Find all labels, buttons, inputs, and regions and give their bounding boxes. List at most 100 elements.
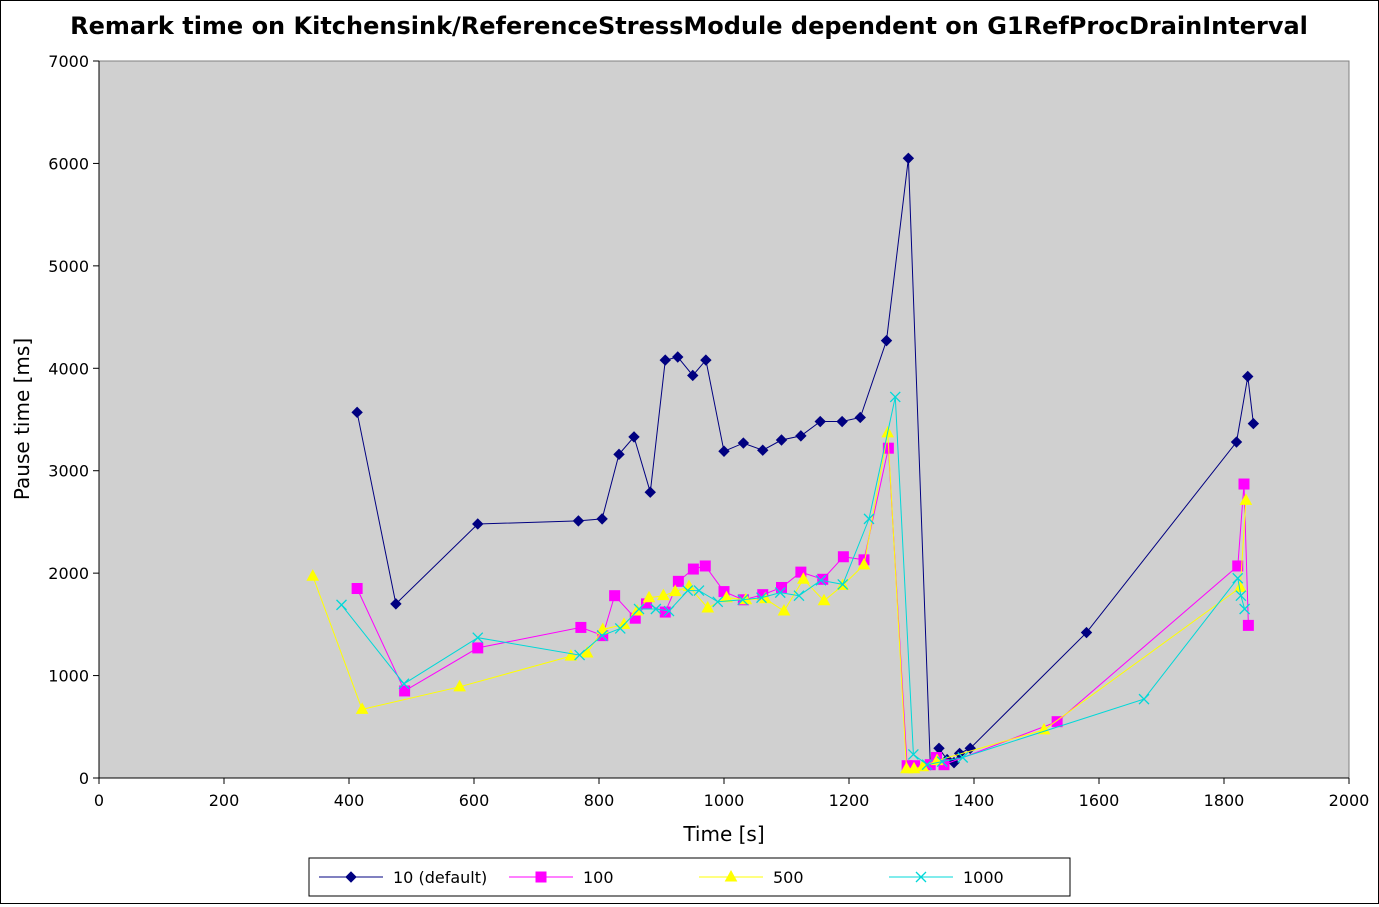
- data-point: [398, 678, 410, 690]
- x-tick-label: 1000: [704, 791, 745, 810]
- data-point: [1235, 590, 1247, 602]
- data-point: [644, 486, 656, 498]
- data-point: [572, 515, 585, 527]
- legend-marker: [345, 871, 357, 883]
- data-point: [682, 585, 694, 597]
- y-axis-title: Pause time [ms]: [10, 338, 34, 500]
- data-point: [351, 406, 363, 419]
- x-axis-title: Time [s]: [682, 822, 764, 846]
- x-tick-label: 1800: [1204, 791, 1245, 810]
- legend-box: [308, 857, 1071, 897]
- data-point: [306, 569, 320, 581]
- data-point: [1239, 603, 1251, 615]
- data-point: [472, 632, 484, 644]
- data-point: [650, 603, 662, 615]
- data-point: [1242, 370, 1254, 383]
- y-tick-label: 0: [79, 769, 89, 788]
- data-point: [815, 574, 827, 586]
- data-point: [1232, 560, 1244, 572]
- x-tick-label: 600: [459, 791, 490, 810]
- data-point: [857, 557, 871, 570]
- data-point: [907, 761, 921, 774]
- data-point: [633, 603, 645, 615]
- data-point: [775, 434, 788, 446]
- legend-marker: [915, 871, 927, 883]
- data-point: [737, 437, 750, 449]
- data-point: [854, 411, 866, 424]
- data-point: [889, 391, 901, 403]
- axis-layer: 0 200 400 600 800 1000 1200 1400 1600 1800 2000 0 10…: [48, 52, 1369, 810]
- data-point: [472, 518, 484, 530]
- plot-area: [98, 60, 1350, 779]
- legend-marker: [724, 869, 738, 882]
- x-tick-label: 0: [94, 791, 104, 810]
- data-point: [672, 351, 684, 363]
- data-point: [657, 588, 670, 601]
- legend-label: 100: [583, 868, 614, 887]
- y-tick-label: 5000: [48, 257, 89, 276]
- legend-marker: [535, 871, 547, 883]
- x-tick-label: 200: [209, 791, 240, 810]
- data-point: [596, 513, 608, 525]
- data-point: [390, 598, 402, 610]
- data-point: [575, 621, 587, 633]
- legend: 10 (default) 100 500 1000: [319, 868, 1004, 887]
- y-tick-label: 4000: [48, 359, 89, 378]
- data-point: [659, 354, 671, 366]
- data-point: [777, 604, 791, 616]
- data-point: [1247, 417, 1260, 430]
- data-point: [701, 600, 715, 613]
- data-point: [700, 354, 712, 366]
- data-point: [900, 761, 913, 774]
- y-tick-label: 3000: [48, 462, 89, 481]
- data-point: [756, 592, 767, 604]
- data-point: [837, 578, 849, 590]
- data-point: [902, 152, 915, 165]
- data-point: [957, 752, 969, 763]
- legend-item: 1000: [889, 868, 1004, 887]
- data-point: [613, 448, 625, 461]
- data-point: [720, 590, 733, 603]
- legend-label: 1000: [963, 868, 1004, 887]
- series-layer: [306, 152, 1260, 774]
- data-point: [687, 563, 699, 575]
- data-point: [642, 590, 656, 603]
- data-point: [1232, 572, 1244, 584]
- data-point: [663, 605, 675, 617]
- data-point: [596, 622, 610, 634]
- data-point: [1037, 722, 1051, 735]
- series-3: [336, 391, 1251, 771]
- data-point: [712, 596, 724, 608]
- data-point: [609, 590, 621, 602]
- data-point: [837, 551, 849, 563]
- data-point: [614, 622, 626, 634]
- x-tick-label: 1200: [829, 791, 870, 810]
- y-tick-label: 1000: [48, 667, 89, 686]
- data-point: [574, 649, 586, 661]
- data-point: [617, 617, 631, 629]
- data-point: [774, 587, 786, 599]
- data-point: [795, 430, 807, 442]
- data-point: [1238, 478, 1250, 490]
- x-tick-label: 400: [334, 791, 365, 810]
- y-tick-label: 6000: [48, 154, 89, 173]
- data-point: [355, 702, 369, 714]
- data-point: [668, 584, 682, 597]
- y-tick-label: 7000: [48, 52, 89, 71]
- x-tick-label: 800: [584, 791, 615, 810]
- legend-label: 10 (default): [393, 868, 487, 887]
- data-point: [1080, 626, 1093, 639]
- data-point: [699, 560, 711, 572]
- legend-item: 500: [699, 868, 804, 887]
- data-point: [580, 645, 594, 658]
- x-tick-label: 1400: [954, 791, 995, 810]
- series-line: [341, 396, 1246, 766]
- data-point: [880, 334, 893, 347]
- data-point: [718, 445, 730, 457]
- data-point: [1230, 436, 1243, 448]
- data-point: [596, 630, 608, 642]
- data-point: [863, 513, 875, 525]
- chart-title: Remark time on Kitchensink/ReferenceStre…: [70, 12, 1308, 40]
